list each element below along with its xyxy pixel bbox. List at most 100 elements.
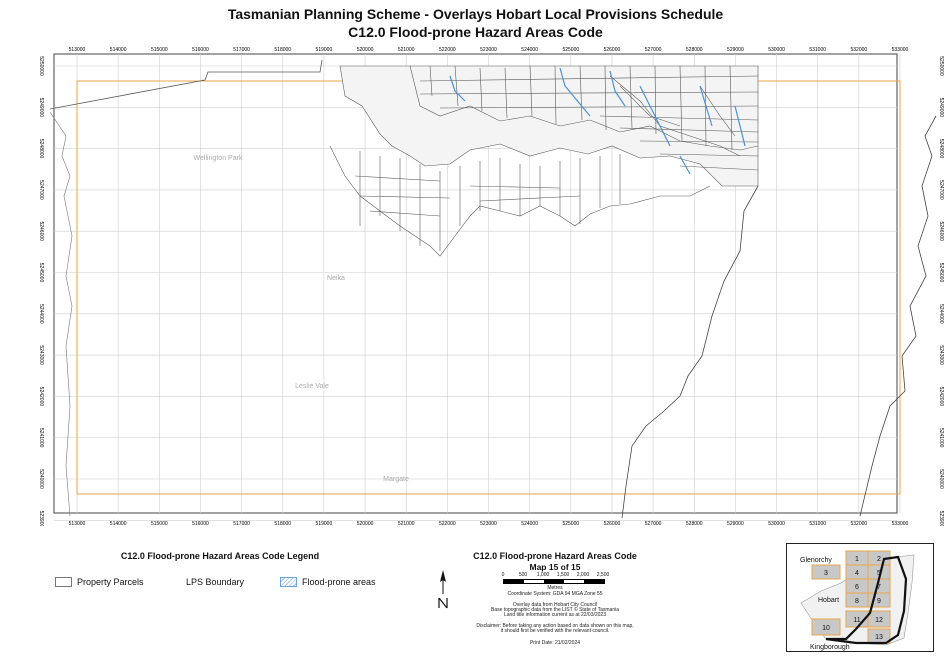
y-tick-label: 5240000: [938, 469, 944, 489]
y-tick-labels-right: 5250000 5249000 5248000 5247000 5246000 52450…: [938, 56, 944, 526]
x-tick-label: 515000: [151, 521, 168, 526]
x-tick-label: 518000: [274, 521, 291, 526]
place-label-neika: Neika: [327, 275, 345, 282]
scale-label: 1,500: [556, 572, 570, 578]
x-tick-label: 516000: [192, 47, 209, 53]
source-note-2: Base topographic data from the LIST © St…: [490, 607, 620, 613]
scale-label: 500: [518, 572, 528, 578]
x-tick-label: 523000: [480, 47, 497, 53]
legend-flood-prone-label: Flood-prone areas: [302, 577, 376, 587]
council-boundary: [49, 59, 323, 110]
inset-tile-label: 13: [875, 634, 883, 641]
x-tick-label: 514000: [110, 521, 127, 526]
x-tick-label: 522000: [439, 47, 456, 53]
y-tick-label: 5249000: [938, 98, 944, 118]
place-label-margate: Margate: [383, 476, 409, 483]
source-note-1: Overlay data from Hobart City Council: [512, 602, 598, 608]
inset-locator-map[interactable]: 1 2 3 4 5 6 7 8 9 10 11 12 13 Glenorchy …: [786, 543, 934, 652]
north-arrow-icon: [438, 570, 448, 609]
y-tick-label: 5244000: [38, 304, 44, 324]
inset-tile-label: 4: [855, 570, 859, 577]
y-tick-label: 5248000: [938, 139, 944, 159]
y-tick-label: 5250000: [938, 56, 944, 76]
x-tick-label: 513000: [69, 47, 86, 53]
inset-tile-label: 12: [875, 617, 883, 624]
y-tick-label: 5241000: [38, 428, 44, 448]
y-tick-label: 5247000: [938, 180, 944, 200]
y-tick-label: 5245000: [938, 263, 944, 283]
map-subtitle: C12.0 Flood-prone Hazard Areas Code: [348, 24, 603, 40]
inset-tile-label: 6: [855, 584, 859, 591]
x-tick-label: 530000: [768, 521, 785, 526]
legend-property-parcels: Property Parcels: [55, 577, 144, 587]
x-tick-label: 528000: [686, 521, 703, 526]
map-info-title: C12.0 Flood-prone Hazard Areas Code: [473, 551, 637, 561]
inset-tile-label: 5: [877, 570, 881, 577]
x-tick-label: 524000: [521, 47, 538, 53]
west-boundary: [49, 111, 73, 517]
x-tick-label: 516000: [192, 521, 209, 526]
scale-bar: [503, 579, 605, 584]
y-tick-label: 5242000: [38, 387, 44, 407]
map-frame[interactable]: 513000 514000 515000 516000 517000 518000 5190…: [0, 46, 951, 526]
inset-tile-label: 2: [877, 556, 881, 563]
inset-label-kingborough: Kingborough: [810, 644, 850, 651]
coordinate-system: Coordinate System: GDA 94 MGA Zone 55: [507, 591, 603, 597]
x-tick-label: 525000: [562, 521, 579, 526]
inset-tile-label: 9: [877, 598, 881, 605]
x-tick-label: 529000: [727, 521, 744, 526]
x-tick-label: 531000: [809, 521, 826, 526]
y-tick-label: 5249000: [38, 98, 44, 118]
y-tick-label: 5247000: [38, 180, 44, 200]
x-tick-label: 529000: [727, 47, 744, 53]
x-tick-label: 518000: [274, 47, 291, 53]
legend-lps-boundary: LPS Boundary: [186, 577, 244, 587]
inset-tile-label: 1: [855, 556, 859, 563]
legend-lps-boundary-label: LPS Boundary: [186, 577, 245, 587]
place-label-wellington-park: Wellington Park: [194, 155, 243, 162]
source-note-3: Land title information current as at 22/…: [503, 612, 606, 618]
x-tick-label: 520000: [357, 47, 374, 53]
inset-label-glenorchy: Glenorchy: [800, 557, 832, 564]
parcel-swatch-icon: [55, 577, 72, 587]
inset-tile-label: 11: [853, 617, 860, 624]
inset-tile-label: 7: [877, 584, 881, 591]
legend-flood-prone: Flood-prone areas: [280, 577, 376, 587]
scale-unit: Metres: [547, 585, 563, 591]
map-title: Tasmanian Planning Scheme - Overlays Hob…: [227, 6, 724, 22]
x-tick-label: 526000: [604, 47, 621, 53]
x-tick-label: 532000: [851, 47, 868, 53]
eastern-shore: [859, 115, 937, 517]
y-tick-label: 5245000: [38, 263, 44, 283]
inset-tile-label: 3: [824, 570, 828, 577]
x-tick-label: 533000: [892, 521, 909, 526]
x-tick-label: 520000: [357, 521, 374, 526]
x-tick-label: 519000: [316, 521, 333, 526]
x-tick-label: 525000: [562, 47, 579, 53]
legend-title: C12.0 Flood-prone Hazard Areas Code Lege…: [120, 551, 320, 561]
x-tick-label: 530000: [768, 47, 785, 53]
legend-property-parcels-label: Property Parcels: [77, 577, 144, 587]
flood-prone-areas: [449, 67, 746, 175]
y-tick-label: 5248000: [38, 139, 44, 159]
x-tick-label: 513000: [69, 521, 86, 526]
x-tick-label: 532000: [851, 521, 868, 526]
y-tick-label: 5239000: [938, 511, 944, 526]
y-tick-label: 5243000: [38, 345, 44, 365]
place-label-leslie-vale: Leslie Vale: [295, 383, 329, 390]
map-number: Map 15 of 15: [529, 562, 581, 572]
print-date: Print Date: 21/02/2024: [529, 640, 581, 646]
x-tick-label: 524000: [521, 521, 538, 526]
x-tick-label: 515000: [151, 47, 168, 53]
coastline: [621, 185, 759, 519]
x-tick-labels-bottom: 513000 514000 515000 516000 517000 518000 5190…: [69, 521, 909, 526]
scale-label: 0: [501, 572, 505, 578]
x-tick-label: 521000: [398, 47, 415, 53]
scale-label: 2,000: [576, 572, 590, 578]
x-tick-label: 523000: [480, 521, 497, 526]
flood-swatch-icon: [280, 577, 297, 587]
inset-tile-label: 8: [855, 598, 859, 605]
y-tick-label: 5246000: [938, 221, 944, 241]
x-tick-label: 526000: [604, 521, 621, 526]
x-tick-labels-top: 513000 514000 515000 516000 517000 518000 5190…: [69, 47, 909, 53]
